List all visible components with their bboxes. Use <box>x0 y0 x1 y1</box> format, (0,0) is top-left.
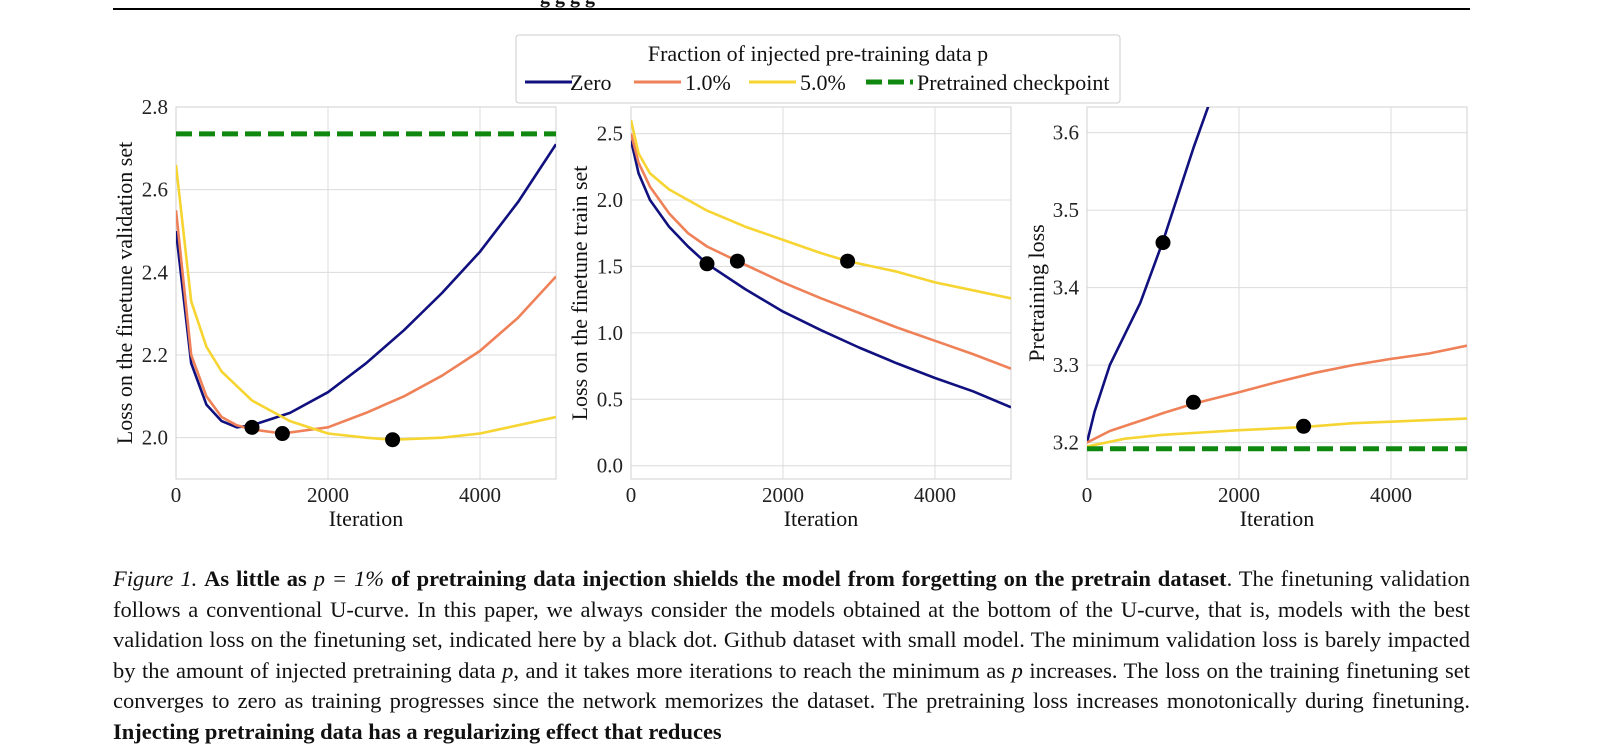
plot-area <box>176 107 556 479</box>
y-tick-label: 2.8 <box>142 95 168 119</box>
series-line-1-0 <box>631 133 1011 370</box>
y-tick-label: 2.4 <box>142 260 169 284</box>
y-tick-label: 2.6 <box>142 178 168 202</box>
y-axis-label: Loss on the finetune train set <box>567 166 592 421</box>
caption-bold-1: As little as <box>204 566 307 591</box>
y-tick-label: 2.2 <box>142 343 168 367</box>
plot-frame <box>630 106 1012 480</box>
x-tick-label: 4000 <box>914 483 956 507</box>
legend-label-2: 1.0% <box>685 70 731 95</box>
caption-math-p-2: p <box>1011 657 1023 683</box>
series-layer <box>631 120 1011 409</box>
figure-1: Fraction of injected pre-training data p… <box>112 34 1468 531</box>
best-val-marker <box>729 253 745 269</box>
y-tick-label: 3.4 <box>1053 276 1080 300</box>
legend-label-1: Zero <box>570 70 612 95</box>
x-tick-label: 0 <box>171 483 182 507</box>
series-layer <box>176 131 556 442</box>
panel-validation-loss: 0 2000 4000 2.0 2.2 2.4 2.6 2.8 Iteration Loss on… <box>112 95 557 531</box>
y-tick-label: 1.5 <box>597 254 623 278</box>
panel-train-loss: 0 2000 4000 0.0 0.5 1.0 1.5 2.0 2.5 Iteration Loss… <box>567 106 1012 531</box>
series-line-zero <box>631 139 1011 409</box>
series-line-5-0 <box>1087 417 1467 448</box>
plot-area <box>631 107 1011 479</box>
best-val-marker <box>699 256 715 272</box>
y-tick-label: 0.5 <box>597 387 623 411</box>
caption-bold-3: Injecting pretraining data has a regular… <box>113 718 722 744</box>
x-tick-label: 2000 <box>762 483 804 507</box>
y-tick-label: 3.2 <box>1053 431 1079 455</box>
top-rule <box>113 8 1470 10</box>
x-tick-label: 0 <box>1082 483 1093 507</box>
best-val-marker <box>1296 418 1312 434</box>
y-tick-label: 3.5 <box>1053 198 1079 222</box>
series-line-1-0 <box>176 210 556 435</box>
legend-label-4: Pretrained checkpoint <box>917 70 1109 95</box>
best-val-marker <box>1185 394 1201 410</box>
x-tick-label: 2000 <box>1218 483 1260 507</box>
y-axis-label: Loss on the finetune validation set <box>112 142 137 444</box>
legend-label-3: 5.0% <box>800 70 846 95</box>
y-axis-label: Pretraining loss <box>1024 224 1049 362</box>
caption-bold-2: of pretraining data injection shields th… <box>390 566 1227 591</box>
legend-frame <box>515 34 1121 104</box>
caption-math-p-1: p <box>502 657 514 683</box>
series-layer <box>1087 107 1467 452</box>
caption-text-2: , and it takes more iterations to reach … <box>513 657 1006 683</box>
series-line-zero <box>176 143 556 429</box>
x-axis-label: Iteration <box>329 506 404 531</box>
caption-math-p-eq: p = 1% <box>313 566 384 591</box>
panel-pretraining-loss: 0 2000 4000 3.2 3.3 3.4 3.5 3.6 Iteration Pretrai… <box>1024 106 1468 531</box>
x-tick-label: 0 <box>626 483 637 507</box>
y-tick-label: 2.0 <box>597 188 623 212</box>
series-line-zero <box>1087 107 1210 443</box>
x-axis-label: Iteration <box>1240 506 1315 531</box>
caption-text-3: increases. The loss on the training fine… <box>113 657 1470 714</box>
best-val-marker <box>1155 235 1171 251</box>
series-line-1-0 <box>1087 344 1467 444</box>
series-line-5-0 <box>631 120 1011 300</box>
y-tick-label: 3.3 <box>1053 353 1079 377</box>
x-axis-label: Iteration <box>784 506 859 531</box>
x-tick-label: 4000 <box>459 483 501 507</box>
y-tick-label: 2.0 <box>142 426 168 450</box>
figure-caption: Figure 1. As little as p = 1% of pretrai… <box>113 564 1470 747</box>
best-val-marker <box>840 253 856 269</box>
page-header-fragment: g g g g <box>540 0 595 9</box>
x-tick-label: 4000 <box>1370 483 1412 507</box>
y-tick-label: 1.0 <box>597 321 623 345</box>
plot-frame <box>1086 106 1468 480</box>
series-line-5-0 <box>176 164 556 442</box>
best-val-marker <box>274 426 290 442</box>
x-tick-label: 2000 <box>307 483 349 507</box>
best-val-marker <box>385 432 401 448</box>
plot-frame <box>175 106 557 480</box>
legend-title: Fraction of injected pre-training data p <box>648 41 988 66</box>
y-tick-label: 3.6 <box>1053 121 1079 145</box>
y-tick-label: 2.5 <box>597 122 623 146</box>
caption-text-1: . The finetuning validation follows a co… <box>113 566 1471 683</box>
y-tick-label: 0.0 <box>597 454 623 478</box>
caption-figure-label: Figure 1. <box>113 566 198 591</box>
best-val-marker <box>244 419 260 435</box>
legend: Fraction of injected pre-training data p… <box>515 34 1121 104</box>
